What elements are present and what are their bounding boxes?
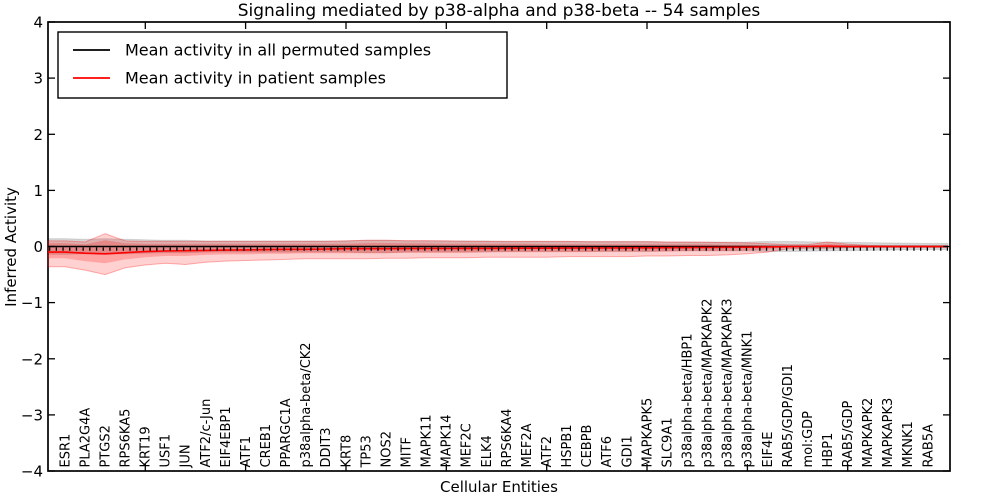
x-tick-label: ATF6 <box>600 436 615 468</box>
x-tick-label: MAPK14 <box>440 414 455 467</box>
y-tick-label: −1 <box>21 294 43 312</box>
x-tick-label: EIF4E <box>761 431 776 467</box>
x-tick-label: RPS6KA4 <box>500 409 515 468</box>
x-tick-label: p38alpha-beta/MAPKAPK2 <box>701 299 716 468</box>
x-tick-label: MAPKAPK3 <box>881 398 896 468</box>
legend-box <box>57 31 508 99</box>
x-tick-label: RAB5A <box>921 424 936 468</box>
y-tick-label: 0 <box>33 238 43 256</box>
y-tick-labels: 4 3 2 1 0 −1 −2 −3 −4 <box>21 14 43 481</box>
x-tick-label: HBP1 <box>821 433 836 468</box>
x-tick-label: USF1 <box>159 434 174 468</box>
x-tick-label: mol:GDP <box>801 411 816 468</box>
x-tick-label: ATF2 <box>540 436 555 468</box>
x-tick-label: PPARGC1A <box>279 398 294 467</box>
x-tick-label: MAPKAPK2 <box>861 398 876 468</box>
y-tick-label: 2 <box>33 126 43 144</box>
y-tick-label: −2 <box>21 350 43 368</box>
x-tick-label: PTGS2 <box>98 425 113 467</box>
x-tick-label: p38alpha-beta/CK2 <box>299 342 314 467</box>
series-line-patient <box>48 245 948 255</box>
confidence-bands <box>47 233 949 276</box>
x-tick-label: MEF2A <box>520 423 535 467</box>
y-tick-label: 3 <box>33 70 43 88</box>
x-tick-label: RAB5/GDP <box>841 400 856 467</box>
x-tick-label: MITF <box>400 437 415 467</box>
legend: Mean activity in all permuted samples Me… <box>57 31 508 99</box>
x-tick-label: TP53 <box>359 435 374 468</box>
x-tick-label: RPS6KA5 <box>119 409 134 468</box>
chart-title: Signaling mediated by p38-alpha and p38-… <box>238 1 761 21</box>
series-lines <box>48 245 948 255</box>
x-tick-label: KRT8 <box>339 435 354 468</box>
x-tick-label: JUN <box>179 444 194 468</box>
y-tick-label: −4 <box>21 463 43 481</box>
y-tick-label: 1 <box>33 182 43 200</box>
x-tick-label: DDIT3 <box>319 427 334 467</box>
x-tick-label: MAPKAPK5 <box>640 398 655 468</box>
legend-label-patient: Mean activity in patient samples <box>125 69 386 88</box>
axis-ticks <box>48 21 950 472</box>
x-tick-label: PLA2G4A <box>78 408 93 468</box>
x-tick-labels: ESR1 PLA2G4A PTGS2 RPS6KA5 KRT19 USF1 JUN ATF2/… <box>58 299 936 469</box>
y-axis-label: Inferred Activity <box>2 187 20 307</box>
x-tick-label: ATF2/c-Jun <box>199 399 214 468</box>
y-tick-label: 4 <box>33 14 43 32</box>
x-tick-label: SLC9A1 <box>660 417 675 467</box>
x-tick-label: NOS2 <box>379 431 394 467</box>
x-tick-label: EIF4EBP1 <box>219 406 234 467</box>
x-tick-label: KRT19 <box>139 426 154 467</box>
legend-label-permuted: Mean activity in all permuted samples <box>125 41 431 60</box>
x-tick-label: ATF1 <box>239 436 254 468</box>
x-axis-label: Cellular Entities <box>440 478 558 496</box>
x-tick-label: p38alpha-beta/HBP1 <box>681 333 696 467</box>
x-tick-label: p38alpha-beta/MAPKAPK3 <box>721 299 736 468</box>
x-tick-label: p38alpha-beta/MNK1 <box>741 331 756 468</box>
x-tick-label: ELK4 <box>480 435 495 467</box>
x-tick-label: RAB5/GDP/GDI1 <box>781 364 796 467</box>
x-tick-label: MAPK11 <box>420 414 435 467</box>
y-tick-label: −3 <box>21 406 43 424</box>
x-tick-label: ESR1 <box>58 434 73 468</box>
x-tick-label: MEF2C <box>460 423 475 467</box>
x-tick-label: CREB1 <box>259 424 274 468</box>
x-tick-label: MKNK1 <box>901 421 916 467</box>
x-tick-label: CEBPB <box>580 425 595 468</box>
x-tick-label: HSPB1 <box>560 424 575 467</box>
x-tick-label: GDI1 <box>620 435 635 467</box>
